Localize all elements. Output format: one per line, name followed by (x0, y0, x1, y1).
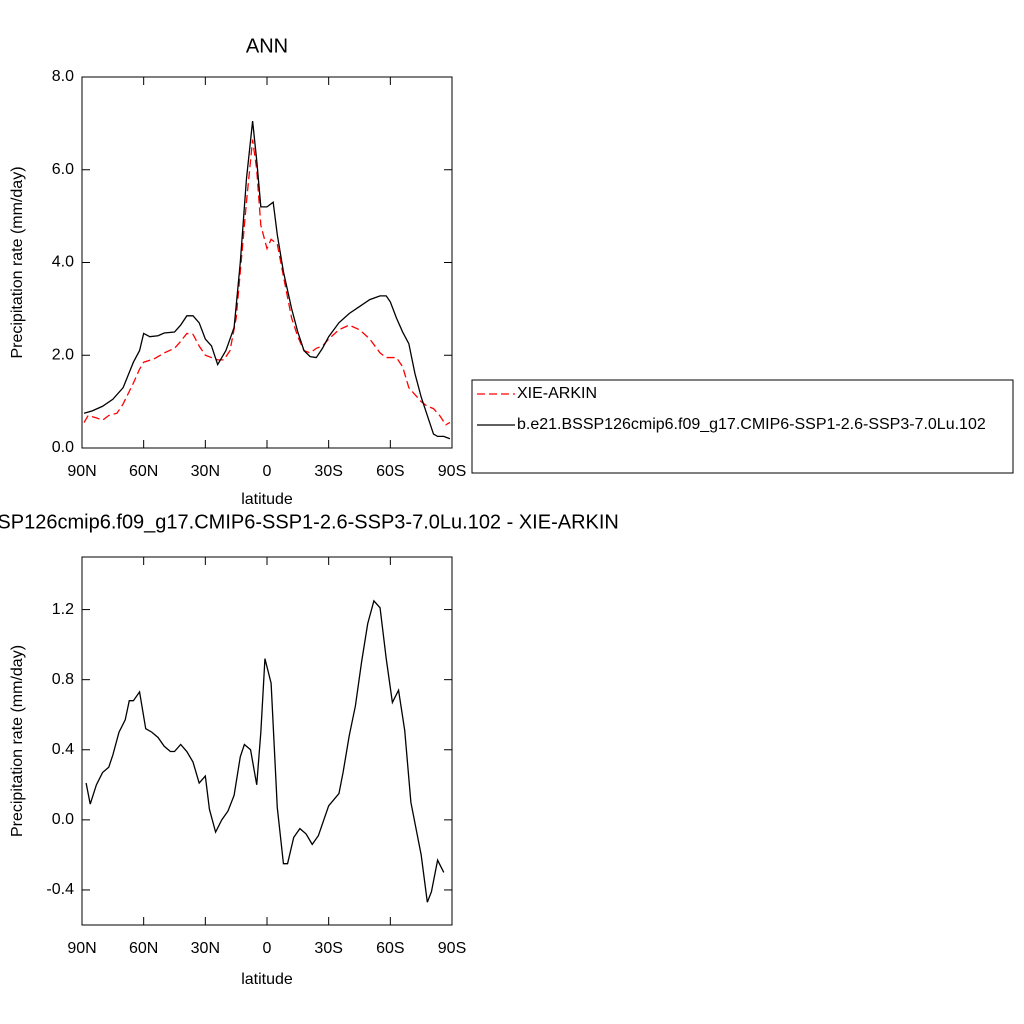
y-tick-label: 0.4 (52, 741, 74, 758)
x-tick-label: 90S (438, 463, 466, 480)
chart-title: b.e21.BSSP126cmip6.f09_g17.CMIP6-SSP1-2.… (0, 511, 619, 533)
y-tick-label: 0.0 (52, 811, 74, 828)
plot-frame (81, 76, 453, 449)
y-tick-label: 0.8 (52, 671, 74, 688)
data-line (83, 139, 451, 426)
x-tick-label: 0 (263, 940, 272, 957)
plot-frame (81, 556, 453, 926)
x-tick-label: 90N (67, 463, 96, 480)
legend-label: XIE-ARKIN (517, 385, 597, 402)
data-line (85, 599, 445, 903)
y-tick-label: 4.0 (52, 254, 74, 271)
y-tick-label: 8.0 (52, 68, 74, 85)
x-axis-label: latitude (241, 491, 293, 508)
y-axis-label: Precipitation rate (mm/day) (9, 645, 26, 837)
x-axis-label: latitude (241, 971, 293, 988)
x-tick-label: 90S (438, 940, 466, 957)
legend-label: b.e21.BSSP126cmip6.f09_g17.CMIP6-SSP1-2.… (517, 416, 986, 433)
x-tick-label: 30S (314, 463, 342, 480)
legend-box (471, 379, 1014, 474)
y-tick-label: 2.0 (52, 346, 74, 363)
y-tick-label: 1.2 (52, 601, 74, 618)
y-tick-label: 6.0 (52, 161, 74, 178)
y-tick-label: -0.4 (46, 881, 74, 898)
x-tick-label: 90N (67, 940, 96, 957)
x-tick-label: 0 (263, 463, 272, 480)
x-tick-label: 60S (376, 940, 404, 957)
y-axis-label: Precipitation rate (mm/day) (9, 166, 26, 358)
y-tick-label: 0.0 (52, 439, 74, 456)
x-tick-label: 60S (376, 463, 404, 480)
x-tick-label: 30S (314, 940, 342, 957)
data-line (83, 120, 451, 440)
x-tick-label: 60N (129, 940, 158, 957)
chart-title: ANN (246, 35, 288, 57)
x-tick-label: 60N (129, 463, 158, 480)
x-tick-label: 30N (191, 463, 220, 480)
x-tick-label: 30N (191, 940, 220, 957)
